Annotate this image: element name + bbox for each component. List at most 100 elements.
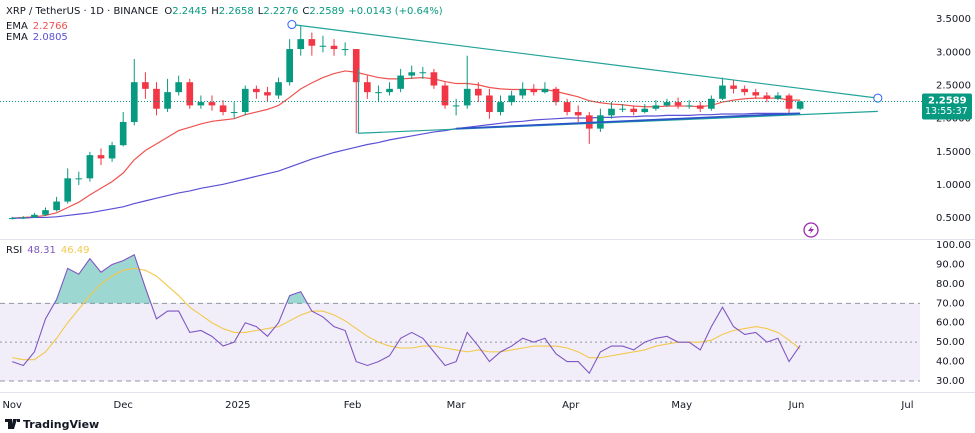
rsi-ma-line [12, 267, 801, 361]
ema-legend-name: EMA [6, 32, 28, 43]
rsi-legend: RSI 48.31 46.49 [6, 245, 90, 256]
ohlc-label: H [211, 6, 219, 17]
price-panel: 3.50003.00002.50002.00001.50001.00000.50… [0, 14, 972, 224]
last-price-tag [922, 93, 972, 120]
candle-body [785, 95, 793, 109]
candle-body [286, 49, 293, 83]
candle-body [419, 72, 427, 74]
ohlc-value: 2.2658 [219, 6, 254, 17]
candle-body [241, 88, 249, 113]
trendline [456, 112, 801, 130]
ema-legend-value: 2.2766 [33, 21, 68, 32]
candle-body [253, 88, 260, 93]
y-tick-label: 1.5000 [936, 147, 971, 158]
rsi-tick-label: 60.00 [936, 318, 965, 329]
icon-ring [803, 222, 819, 238]
candle-body [219, 105, 227, 113]
candle-body [119, 121, 127, 146]
candle-body [308, 39, 316, 46]
candle-body [352, 49, 360, 83]
candle-body [608, 108, 615, 116]
candle-body [397, 75, 404, 89]
ema-legend: EMA 2.0805 [6, 32, 68, 43]
x-tick-label: Apr [562, 400, 580, 411]
x-tick-label: Jul [900, 400, 913, 411]
replay-icon[interactable] [803, 222, 819, 238]
x-tick-label: May [671, 400, 692, 411]
candle-body [552, 88, 560, 103]
rsi-title: RSI [6, 245, 22, 256]
candle-body [619, 108, 626, 110]
candle-body [486, 95, 493, 113]
candle-body [197, 102, 205, 106]
candle-body [408, 72, 416, 76]
icon-bolt [808, 226, 814, 234]
candle-body [696, 105, 704, 109]
candle-body [674, 102, 682, 106]
candle-body [53, 201, 60, 211]
change-pct: (+0.64%) [395, 6, 443, 17]
candle-body [64, 178, 72, 202]
rsi-legend-value: 46.49 [61, 245, 90, 256]
candle-body [375, 92, 382, 94]
candle-body [186, 82, 194, 106]
candle-body [153, 88, 160, 109]
y-tick-label: 3.5000 [936, 14, 971, 25]
trendline [291, 23, 878, 99]
candle-body [42, 210, 49, 215]
overbought-fill [12, 254, 801, 304]
candle-body [719, 85, 726, 99]
ema-legend: EMA 2.2766 [6, 21, 68, 32]
rsi-panel: 100.00 90.00 80.00 70.00 60.00 50.00 40.00 30.0… [0, 240, 971, 387]
candle-body [86, 155, 94, 179]
ohlc-value: 2.2276 [263, 6, 298, 17]
ema-line [12, 112, 801, 219]
rsi-tick-label: 30.00 [936, 376, 965, 387]
y-tick-label: 0.5000 [936, 213, 971, 224]
rsi-tick-label: 50.00 [936, 337, 965, 348]
rsi-tick-label: 70.00 [936, 298, 965, 309]
candle-body [508, 95, 515, 103]
candle-body [341, 49, 349, 51]
candle-body [430, 72, 438, 86]
candle-body [796, 101, 804, 109]
candle-body [530, 88, 538, 93]
chart-title: XRP / TetherUS · 1D · BINANCE [6, 6, 158, 17]
x-tick-label: Nov [2, 400, 22, 411]
candle-body [319, 45, 327, 47]
candle-body [230, 112, 238, 114]
ohlc-label: O [164, 6, 172, 17]
x-tick-label: Mar [447, 400, 467, 411]
ohlc-value: 2.2445 [172, 6, 207, 17]
candle-body [630, 108, 638, 113]
rsi-line [12, 253, 801, 375]
candle-body [386, 88, 393, 93]
rsi-tick-label: 80.00 [936, 279, 965, 290]
x-tick-label: Jun [788, 400, 805, 411]
candle-body [741, 88, 748, 93]
candle-body [497, 102, 504, 113]
candle-body [275, 82, 282, 96]
candle-body [8, 218, 16, 220]
rsi-legend-value: 48.31 [27, 245, 56, 256]
trendline-handle [873, 93, 883, 103]
candle-body [641, 108, 649, 113]
rsi-tick-label: 100.00 [936, 240, 971, 251]
candle-body [708, 98, 715, 109]
brand: TradingView [23, 418, 99, 431]
candle-body [685, 105, 693, 107]
x-tick-label: 2025 [225, 400, 250, 411]
change: +0.0143 [348, 6, 391, 17]
ema-legend-name: EMA [6, 21, 28, 32]
x-tick-label: Feb [344, 400, 362, 411]
candle-body [663, 102, 671, 106]
ohlc-value: 2.2589 [309, 6, 344, 17]
candle-body [130, 82, 138, 122]
candle-body [563, 102, 571, 113]
y-tick-label: 2.5000 [936, 81, 971, 92]
ema-line [12, 70, 801, 219]
y-tick-label: 3.0000 [936, 47, 971, 58]
candle-body [541, 88, 549, 93]
